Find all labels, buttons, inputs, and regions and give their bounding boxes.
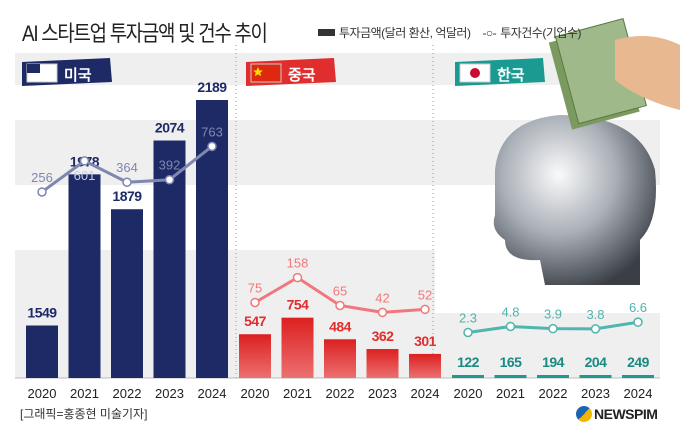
- count-point: [548, 323, 558, 334]
- flag-star-icon: [253, 67, 263, 77]
- year-label: 2020: [28, 386, 57, 401]
- bar-value-label: 2074: [155, 120, 185, 136]
- count-value-label: 65: [333, 284, 347, 299]
- bar-2024: [409, 353, 441, 378]
- newspim-logo: NEWSPIM: [576, 406, 658, 422]
- count-point: [122, 177, 132, 187]
- bar-value-label: 484: [329, 318, 352, 334]
- robot-head-illustration: [493, 18, 680, 285]
- flag-canton: [27, 64, 40, 73]
- count-value-label: 256: [31, 170, 53, 185]
- count-value-label: 6.6: [629, 300, 647, 315]
- count-point: [420, 304, 430, 315]
- year-label: 2024: [411, 386, 440, 401]
- legend: 투자금액(달러 환산, 억달러) -○- 투자건수(기업수): [318, 24, 670, 41]
- count-value-label: 3.8: [586, 307, 604, 322]
- year-label: 2024: [198, 386, 227, 401]
- bar-2020: [239, 334, 271, 378]
- count-value-label: 4.8: [501, 304, 519, 319]
- bar-value-label: 547: [244, 313, 267, 329]
- panel-title: 미국: [64, 67, 92, 84]
- panel-title: 한국: [497, 67, 525, 84]
- bar-value-label: 1879: [112, 188, 142, 204]
- legend-line-label: 투자건수(기업수): [500, 26, 581, 40]
- bar-value-label: 301: [414, 333, 437, 349]
- year-label: 2020: [454, 386, 483, 401]
- bar-value-label: 754: [287, 297, 310, 313]
- flag-taeguk: [470, 68, 480, 78]
- bar-value-label: 194: [542, 354, 565, 370]
- count-point: [377, 307, 388, 318]
- year-label: 2023: [368, 386, 397, 401]
- count-point: [335, 300, 345, 311]
- bar-value-label: 1549: [27, 305, 57, 321]
- bar-swatch-icon: [318, 29, 335, 36]
- count-value-label: 42: [375, 290, 389, 305]
- bar-2024: [622, 375, 654, 378]
- year-label: 2021: [283, 386, 312, 401]
- count-point: [37, 187, 47, 197]
- panel-title: 중국: [288, 67, 316, 84]
- count-value-label: 3.9: [544, 307, 562, 322]
- count-value-label: 75: [248, 281, 262, 296]
- credit: [그래픽=홍종현 미술기자]: [20, 407, 148, 421]
- year-label: 2023: [155, 386, 184, 401]
- year-label: 2022: [113, 386, 142, 401]
- year-label: 2020: [241, 386, 270, 401]
- count-value-label: 158: [287, 256, 309, 271]
- count-point: [633, 317, 643, 327]
- count-value-label: 601: [74, 168, 96, 183]
- bar-2020: [452, 375, 484, 378]
- count-point: [79, 156, 90, 166]
- count-value-label: 392: [159, 158, 181, 173]
- bar-2022: [537, 375, 569, 378]
- year-label: 2024: [624, 386, 653, 401]
- year-label: 2021: [70, 386, 99, 401]
- count-point: [164, 174, 175, 185]
- bar-2021: [494, 375, 527, 378]
- bar-2022: [111, 209, 143, 378]
- bar-2022: [324, 339, 356, 378]
- legend-bars: 투자금액(달러 환산, 억달러): [318, 24, 471, 41]
- count-value-label: 364: [116, 160, 138, 175]
- legend-line: -○- 투자건수(기업수): [482, 24, 581, 41]
- logo-icon: [576, 406, 592, 422]
- bar-value-label: 362: [372, 328, 395, 344]
- year-label: 2022: [326, 386, 355, 401]
- bar-value-label: 249: [627, 354, 650, 370]
- count-point: [590, 324, 601, 334]
- count-point: [207, 141, 217, 152]
- count-point: [292, 272, 303, 283]
- count-value-label: 2.3: [459, 310, 477, 325]
- flag-cn-icon: [250, 63, 282, 83]
- bar-2021: [68, 174, 101, 378]
- bar-2021: [281, 317, 314, 378]
- count-point: [505, 321, 516, 332]
- bar-value-label: 2189: [197, 79, 227, 95]
- count-point: [463, 327, 473, 338]
- line-marker-icon: -○-: [482, 26, 497, 40]
- count-value-label: 763: [201, 124, 223, 139]
- bar-value-label: 204: [585, 354, 608, 370]
- year-label: 2022: [539, 386, 568, 401]
- bar-2023: [366, 349, 399, 378]
- bar-value-label: 122: [457, 354, 480, 370]
- legend-bars-label: 투자금액(달러 환산, 억달러): [339, 26, 471, 40]
- year-label: 2023: [581, 386, 610, 401]
- logo-text: NEWSPIM: [594, 406, 658, 422]
- bar-2020: [26, 325, 58, 378]
- chart-title: AI 스타트업 투자금액 및 건수 추이: [22, 21, 268, 46]
- year-label: 2021: [496, 386, 525, 401]
- bar-value-label: 165: [500, 354, 523, 370]
- count-point: [250, 297, 260, 308]
- count-value-label: 52: [418, 287, 432, 302]
- bar-2023: [579, 375, 612, 378]
